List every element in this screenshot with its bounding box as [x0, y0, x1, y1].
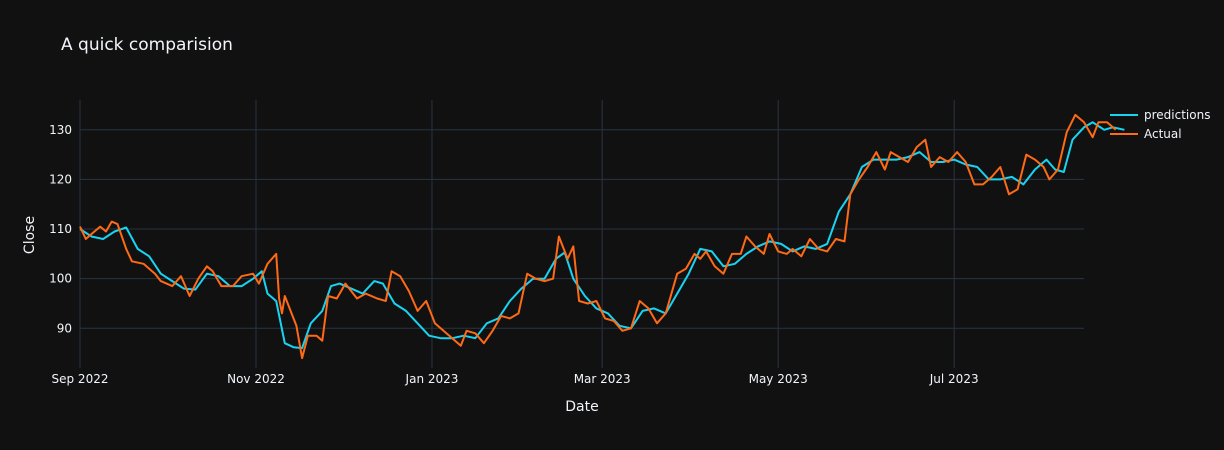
x-tick-label: May 2023 — [749, 372, 808, 386]
series-layer — [79, 113, 1125, 360]
y-tick-label: 110 — [49, 222, 72, 236]
grid — [79, 100, 1084, 368]
x-tick-label: Nov 2022 — [227, 372, 285, 386]
x-tick-label: Mar 2023 — [574, 372, 631, 386]
x-axis-title: Date — [565, 399, 598, 415]
y-tick-label: 100 — [49, 272, 72, 286]
chart-title: A quick comparision — [61, 35, 233, 55]
x-tick-label: Jan 2023 — [405, 372, 459, 386]
y-tick-label: 120 — [49, 172, 72, 186]
x-tick-label: Sep 2022 — [52, 372, 109, 386]
axes: 90 100 110 120 130 Sep 2022 Nov 2022 Jan 2023 Ma… — [49, 123, 979, 386]
series-line-actual — [79, 113, 1117, 360]
y-tick-label: 130 — [49, 123, 72, 137]
legend-label-actual[interactable]: Actual — [1144, 127, 1182, 141]
y-axis-title: Close — [22, 216, 38, 254]
legend-label-predictions[interactable]: predictions — [1144, 108, 1210, 122]
legend[interactable]: predictions Actual — [1110, 108, 1210, 141]
y-tick-label: 90 — [57, 321, 72, 335]
x-tick-label: Jul 2023 — [929, 372, 979, 386]
